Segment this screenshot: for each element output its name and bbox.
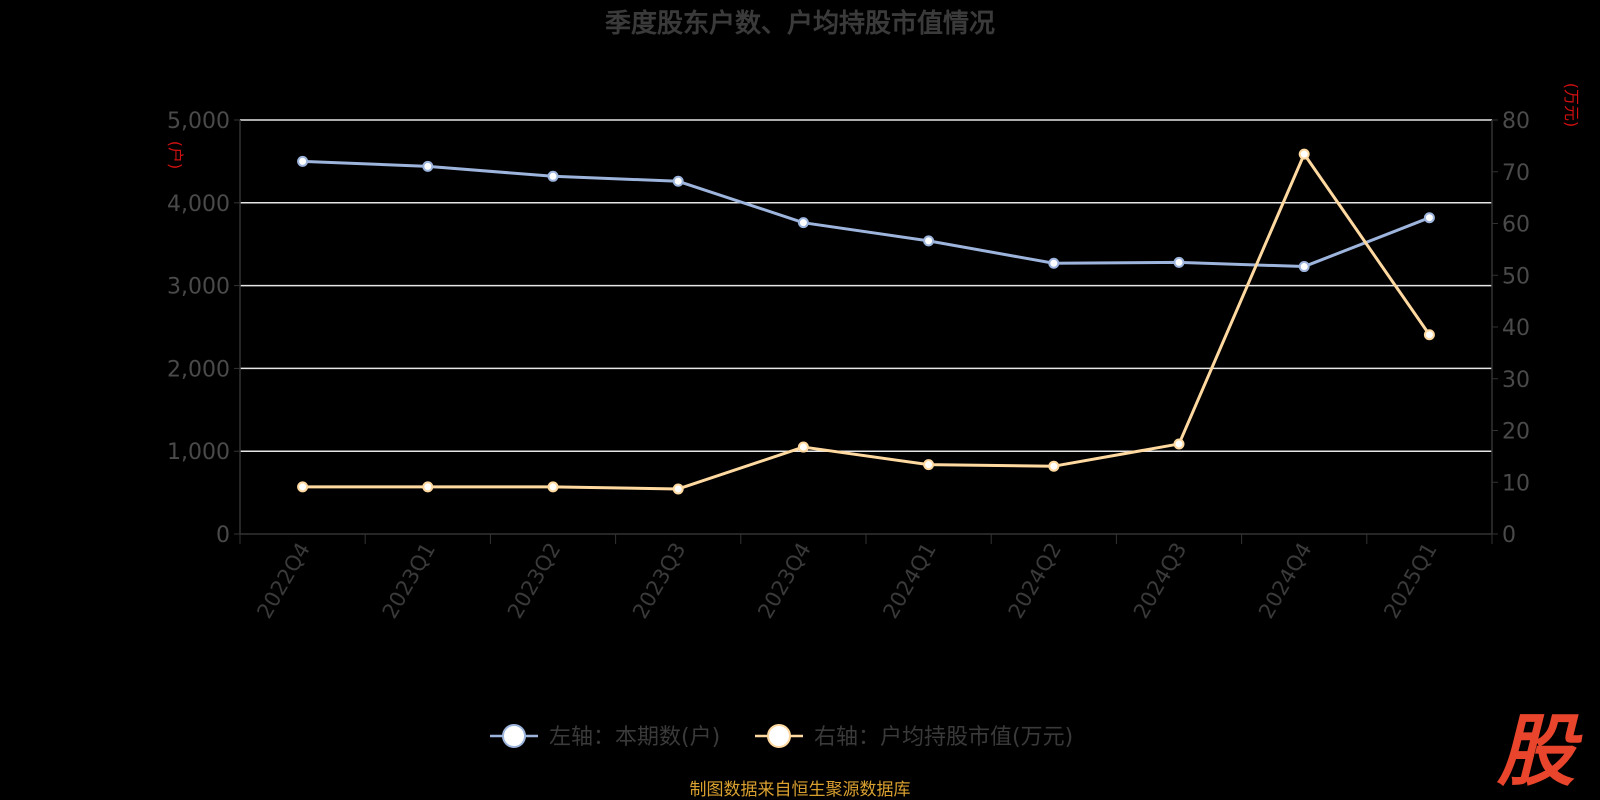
x-tick-label: 2024Q2	[1004, 539, 1066, 623]
right-tick-label: 50	[1502, 264, 1530, 289]
left-tick-label: 2,000	[167, 357, 230, 382]
series-point-0[interactable]	[1298, 261, 1310, 273]
series-point-0[interactable]	[1173, 256, 1185, 268]
right-tick-label: 0	[1502, 523, 1516, 548]
x-tick-label: 2024Q4	[1254, 539, 1316, 623]
series-point-1[interactable]	[1298, 148, 1310, 160]
series-point-0[interactable]	[797, 217, 809, 229]
series-point-0[interactable]	[1048, 257, 1060, 269]
right-axis: 0 10 20 30 40 50 60 70 80	[1491, 109, 1530, 548]
left-tick-label: 5,000	[167, 109, 230, 134]
series-point-0[interactable]	[547, 170, 559, 182]
x-tick-label: 2022Q4	[252, 539, 314, 623]
legend-item-right[interactable]: 右轴：户均持股市值(万元)	[755, 724, 1073, 750]
right-tick-label: 60	[1502, 213, 1530, 238]
series-point-1[interactable]	[297, 481, 309, 493]
left-tick-label: 0	[216, 523, 230, 548]
series-point-1[interactable]	[1423, 329, 1435, 341]
right-tick-label: 70	[1502, 161, 1530, 186]
chart-title: 季度股东户数、户均持股市值情况	[605, 8, 995, 39]
legend-left-label: 左轴：本期数(户)	[549, 725, 720, 750]
legend-right-swatch-dot	[767, 724, 791, 748]
series-point-1[interactable]	[422, 481, 434, 493]
right-axis-unit: (万元)	[1562, 83, 1581, 128]
legend-item-left[interactable]: 左轴：本期数(户)	[490, 724, 720, 750]
series-point-1[interactable]	[797, 441, 809, 453]
series-point-0[interactable]	[297, 155, 309, 167]
series-point-0[interactable]	[923, 235, 935, 247]
right-tick-label: 20	[1502, 420, 1530, 445]
left-axis: 0 1,000 2,000 3,000 4,000 5,000	[167, 109, 241, 548]
series-line-0	[302, 159, 1430, 269]
logo-glyph: 股	[1496, 707, 1583, 797]
right-tick-label: 30	[1502, 368, 1530, 393]
x-tick-label: 2023Q2	[503, 539, 565, 623]
series-point-0[interactable]	[1423, 212, 1435, 224]
logo: 股	[1496, 707, 1583, 797]
left-tick-label: 3,000	[167, 275, 230, 300]
series-point-0[interactable]	[672, 175, 684, 187]
source-note: 制图数据来自恒生聚源数据库	[690, 780, 911, 800]
series-point-1[interactable]	[1048, 460, 1060, 472]
series-point-1[interactable]	[547, 481, 559, 493]
x-tick-label: 2023Q1	[378, 539, 440, 623]
left-tick-label: 1,000	[167, 440, 230, 465]
legend-right-label: 右轴：户均持股市值(万元)	[814, 725, 1073, 750]
x-tick-label: 2024Q3	[1129, 539, 1191, 623]
series-line-1	[302, 152, 1431, 491]
series-layer	[297, 148, 1435, 495]
legend-left-swatch-dot	[502, 724, 526, 748]
x-axis: 2022Q4 2023Q1 2023Q2 2023Q3 2023Q4 2024Q1 2024…	[239, 533, 1493, 623]
x-tick-label: 2024Q1	[878, 539, 940, 623]
x-tick-label: 2023Q3	[628, 539, 690, 623]
left-axis-unit: (户)	[166, 141, 185, 170]
series-point-1[interactable]	[1173, 438, 1185, 450]
series-point-1[interactable]	[672, 483, 684, 495]
series-point-0[interactable]	[422, 160, 434, 172]
legend: 左轴：本期数(户) 右轴：户均持股市值(万元)	[490, 724, 1073, 750]
right-tick-label: 40	[1502, 316, 1530, 341]
right-tick-label: 10	[1502, 471, 1530, 496]
right-tick-label: 80	[1502, 109, 1530, 134]
series-point-1[interactable]	[923, 459, 935, 471]
x-tick-label: 2025Q1	[1379, 539, 1441, 623]
x-tick-label: 2023Q4	[753, 539, 815, 623]
left-tick-label: 4,000	[167, 192, 230, 217]
